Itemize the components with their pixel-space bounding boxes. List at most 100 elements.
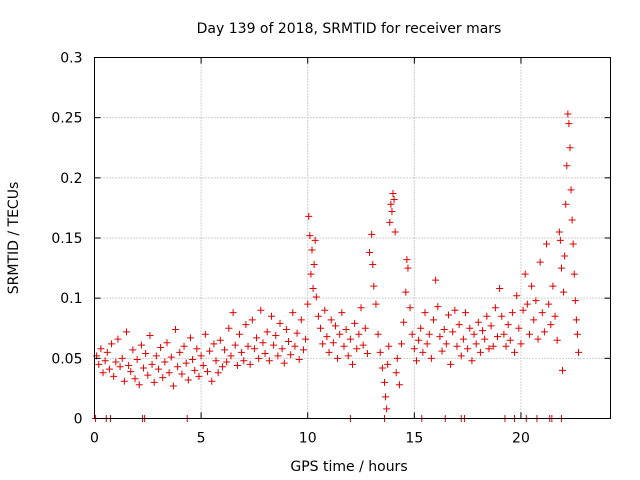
data-point xyxy=(204,368,212,376)
data-point xyxy=(97,345,105,353)
data-point xyxy=(276,319,284,327)
data-point xyxy=(442,340,450,348)
data-point xyxy=(255,354,263,362)
data-point xyxy=(152,352,160,360)
data-point xyxy=(361,324,369,332)
data-point xyxy=(306,232,314,240)
data-point xyxy=(564,110,572,118)
data-point xyxy=(144,371,152,379)
data-point xyxy=(372,300,380,308)
data-point xyxy=(556,236,564,244)
data-point xyxy=(146,331,154,339)
data-point xyxy=(491,304,499,312)
y-tick-label: 0.05 xyxy=(51,351,82,367)
data-point xyxy=(383,405,391,413)
data-point xyxy=(150,378,158,386)
data-point xyxy=(391,228,399,236)
data-point xyxy=(430,316,438,324)
data-point xyxy=(195,372,203,380)
data-point xyxy=(120,377,128,385)
data-point xyxy=(272,331,280,339)
data-point xyxy=(112,358,120,366)
data-point xyxy=(231,341,239,349)
data-point xyxy=(186,334,194,342)
data-point xyxy=(376,348,384,356)
data-point xyxy=(528,282,536,290)
data-point xyxy=(479,327,487,335)
data-point xyxy=(388,208,396,216)
data-point xyxy=(336,330,344,338)
data-point xyxy=(502,342,510,350)
data-point xyxy=(436,333,444,341)
data-point xyxy=(238,348,246,356)
data-point xyxy=(421,309,429,317)
data-point xyxy=(449,328,457,336)
y-tick-label: 0.25 xyxy=(51,111,82,127)
data-point xyxy=(101,357,109,365)
data-point xyxy=(129,346,137,354)
data-point xyxy=(263,328,271,336)
data-point xyxy=(342,325,350,333)
data-point xyxy=(127,368,135,376)
data-point xyxy=(250,345,258,353)
data-point xyxy=(334,354,342,362)
data-point xyxy=(374,330,382,338)
data-point xyxy=(545,300,553,308)
data-point xyxy=(314,312,322,320)
data-point xyxy=(261,350,269,358)
data-point xyxy=(99,369,107,377)
data-point xyxy=(440,325,448,333)
data-point xyxy=(540,328,548,336)
data-point xyxy=(108,340,116,348)
data-point xyxy=(225,324,233,332)
data-point xyxy=(459,335,467,343)
data-point xyxy=(508,309,516,317)
data-point xyxy=(302,335,310,343)
data-point xyxy=(402,288,410,296)
data-point xyxy=(417,324,425,332)
data-point xyxy=(538,309,546,317)
data-point xyxy=(427,354,435,362)
data-point xyxy=(193,345,201,353)
data-point xyxy=(148,360,156,368)
data-point xyxy=(180,342,188,350)
data-point xyxy=(419,348,427,356)
x-tick-label: 10 xyxy=(299,431,317,447)
data-point xyxy=(105,365,113,373)
data-point xyxy=(496,285,504,293)
data-point xyxy=(142,350,150,358)
data-point xyxy=(378,364,386,372)
data-point xyxy=(118,354,126,362)
data-point xyxy=(304,300,312,308)
data-point xyxy=(455,321,463,329)
data-point xyxy=(178,370,186,378)
data-point xyxy=(201,330,209,338)
data-point xyxy=(167,353,175,361)
data-point xyxy=(289,309,297,317)
data-point xyxy=(395,381,403,389)
data-point xyxy=(389,189,397,197)
data-point xyxy=(382,393,390,401)
data-point xyxy=(572,316,580,324)
data-point xyxy=(481,335,489,343)
data-point xyxy=(242,321,250,329)
data-point xyxy=(500,330,508,338)
data-point xyxy=(513,292,521,300)
data-point xyxy=(103,348,111,356)
data-point xyxy=(157,344,165,352)
data-point xyxy=(191,366,199,374)
y-tick-label: 0.1 xyxy=(60,291,82,307)
data-points xyxy=(92,110,583,422)
data-point xyxy=(466,324,474,332)
data-point xyxy=(278,345,286,353)
data-point xyxy=(291,342,299,350)
data-point xyxy=(470,330,478,338)
data-point xyxy=(297,316,305,324)
data-point xyxy=(464,345,472,353)
data-point xyxy=(308,246,316,254)
data-point xyxy=(351,319,359,327)
data-point xyxy=(227,352,235,360)
data-point xyxy=(489,342,497,350)
data-point xyxy=(523,300,531,308)
data-point xyxy=(312,293,320,301)
